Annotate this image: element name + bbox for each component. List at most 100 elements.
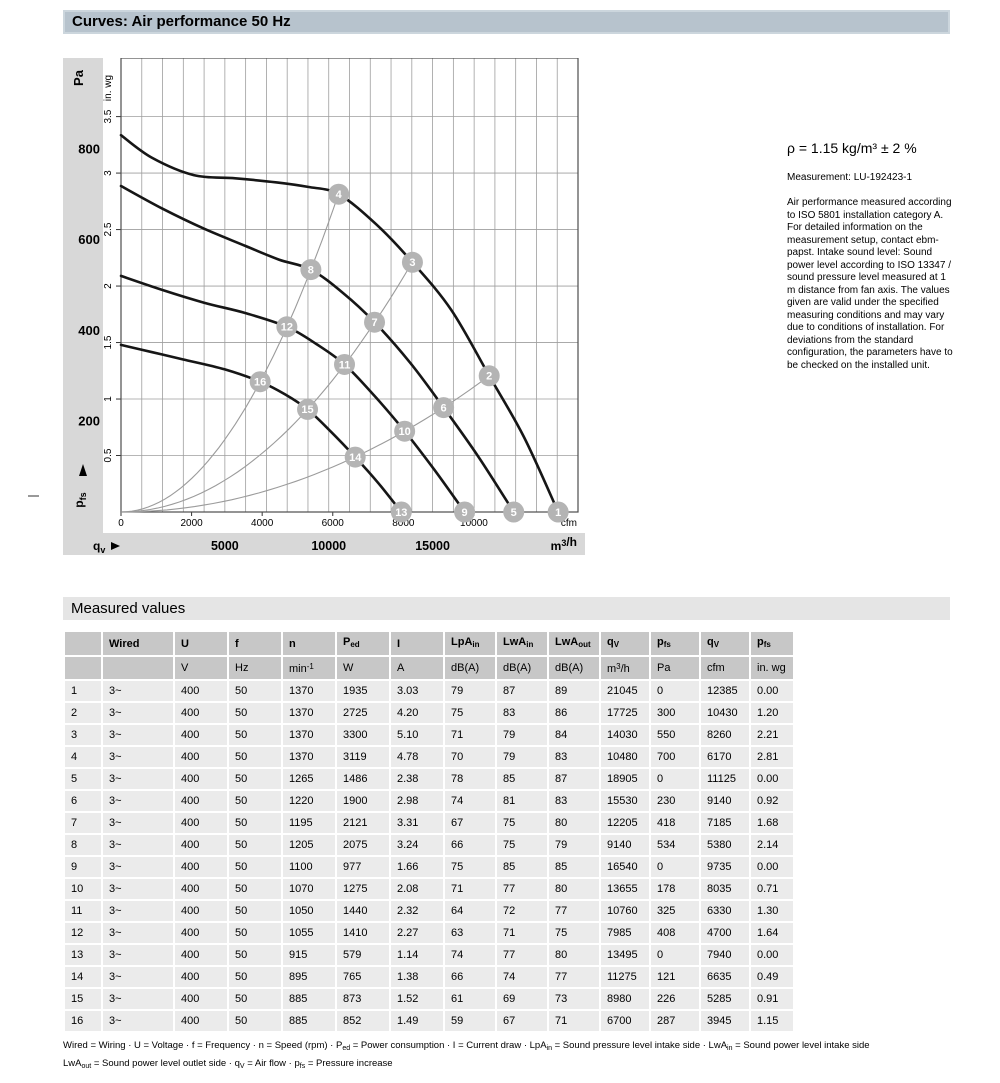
unit-cell: min-1 [283,657,335,679]
value-cell: 579 [337,945,389,965]
column-header [65,632,101,655]
value-cell: 400 [175,901,227,921]
marker-number: 8 [308,264,314,276]
value-cell: 0.00 [751,769,793,789]
value-cell: 80 [549,879,599,899]
value-cell: 2.38 [391,769,443,789]
value-cell: 1055 [283,923,335,943]
table-row: 12 3~ 400 50 1055 1410 2.27 63 71 75 7985 408 4700 1.… [65,923,793,943]
value-cell: 3~ [103,989,173,1009]
footnotes: Wired = Wiring · U = Voltage · f = Frequ… [63,1038,963,1074]
axis-labels: Pa 200 400 600 800 in. wg 0.5 1 1.5 2 2.5 3 3.5 pfs 0 2… [71,69,577,555]
value-cell: 230 [651,791,699,811]
value-cell: 418 [651,813,699,833]
value-cell: 0.71 [751,879,793,899]
value-cell: 69 [497,989,547,1009]
value-cell: 10430 [701,703,749,723]
value-cell: 873 [337,989,389,1009]
value-cell: 50 [229,923,281,943]
value-cell: 885 [283,989,335,1009]
value-cell: 71 [497,923,547,943]
value-cell: 71 [549,1011,599,1031]
value-cell: 1100 [283,857,335,877]
value-cell: 3~ [103,791,173,811]
value-cell: 63 [445,923,495,943]
value-cell: 66 [445,835,495,855]
value-cell: 895 [283,967,335,987]
column-header: pfs [751,632,793,655]
table-row: 4 3~ 400 50 1370 3119 4.78 70 79 83 10480 700 6170 2.… [65,747,793,767]
footnote-line-1: Wired = Wiring · U = Voltage · f = Frequ… [63,1040,870,1052]
curve-point-marker-16: 16 [249,371,271,393]
marker-number: 13 [395,507,407,519]
column-header: Wired [103,632,173,655]
value-cell: 14030 [601,725,649,745]
column-header: qV [601,632,649,655]
x-axis-unit-m3h: m3/h [551,535,577,553]
measured-values-title: Measured values [71,600,186,617]
value-cell: 13495 [601,945,649,965]
curve-point-marker-15: 15 [297,398,319,420]
value-cell: 77 [549,901,599,921]
value-cell: 400 [175,681,227,701]
value-cell: 3~ [103,813,173,833]
row-number-cell: 9 [65,857,101,877]
curve-point-marker-8: 8 [300,259,322,281]
y-axis-tick-pa: 200 [78,414,100,429]
value-cell: 1.52 [391,989,443,1009]
value-cell: 2725 [337,703,389,723]
system-curve [120,375,490,513]
value-cell: 18905 [601,769,649,789]
value-cell: 74 [445,945,495,965]
marker-number: 5 [511,507,517,519]
table-row: 11 3~ 400 50 1050 1440 2.32 64 72 77 10760 325 6330 1… [65,901,793,921]
value-cell: 4700 [701,923,749,943]
y-axis-tick-inwg: 1 [103,396,114,402]
y-axis-unit-pa: Pa [71,69,86,86]
value-cell: 3~ [103,967,173,987]
value-cell: 1370 [283,747,335,767]
value-cell: 1050 [283,901,335,921]
value-cell: 77 [497,879,547,899]
value-cell: 50 [229,703,281,723]
value-cell: 1.49 [391,1011,443,1031]
value-cell: 1220 [283,791,335,811]
value-cell: 400 [175,857,227,877]
system-curve [120,261,413,513]
value-cell: 50 [229,835,281,855]
unit-cell: dB(A) [445,657,495,679]
value-cell: 79 [445,681,495,701]
row-number-cell: 12 [65,923,101,943]
value-cell: 71 [445,879,495,899]
unit-cell [103,657,173,679]
measurement-note: Measurement: LU-192423-1 [787,172,913,183]
value-cell: 80 [549,945,599,965]
axis-strips [63,58,585,555]
marker-number: 4 [336,189,343,201]
value-cell: 12385 [701,681,749,701]
value-cell: 11275 [601,967,649,987]
value-cell: 9140 [701,791,749,811]
footnote-line-2: LwAout = Sound power level outlet side ·… [63,1058,393,1070]
table-row: 8 3~ 400 50 1205 2075 3.24 66 75 79 9140 534 5380 2.1… [65,835,793,855]
value-cell: 50 [229,967,281,987]
value-cell: 1.66 [391,857,443,877]
density-note: ρ = 1.15 kg/m³ ± 2 % [787,140,917,156]
value-cell: 83 [549,747,599,767]
value-cell: 50 [229,769,281,789]
marker-number: 1 [555,507,561,519]
value-cell: 1370 [283,703,335,723]
row-number-cell: 3 [65,725,101,745]
value-cell: 3~ [103,857,173,877]
value-cell: 50 [229,681,281,701]
table-row: 5 3~ 400 50 1265 1486 2.38 78 85 87 18905 0 11125 0.0… [65,769,793,789]
air-performance-chart: Pa 200 400 600 800 in. wg 0.5 1 1.5 2 2.5 3 3.5 pfs 0 2… [63,58,585,555]
measurement-conditions-note: Air performance measured according to IS… [787,197,953,371]
value-cell: 1486 [337,769,389,789]
x-axis-tick-cfm: 2000 [180,518,203,529]
value-cell: 75 [497,813,547,833]
value-cell: 8980 [601,989,649,1009]
value-cell: 2.27 [391,923,443,943]
marker-number: 3 [409,257,415,269]
